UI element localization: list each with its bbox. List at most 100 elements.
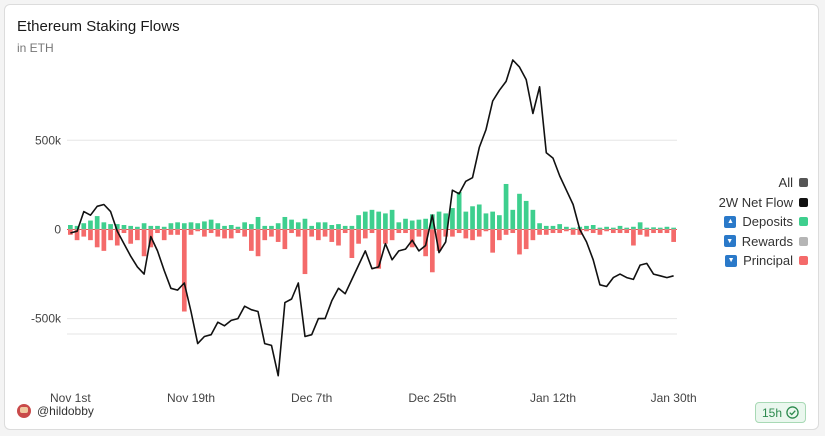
bar-rewards — [215, 228, 221, 230]
bar-principal — [577, 229, 583, 235]
bar-rewards — [637, 228, 643, 230]
bar-rewards — [208, 228, 214, 230]
bar-deposits — [269, 225, 274, 230]
bar-deposits — [309, 225, 315, 230]
legend-item-principal[interactable]: ▼ Principal — [719, 251, 808, 271]
bar-rewards — [517, 228, 522, 230]
bar-rewards — [383, 228, 388, 230]
x-tick-label: Jan 12th — [530, 391, 576, 405]
bar-deposits — [255, 216, 261, 230]
bar-rewards — [188, 228, 194, 230]
bar-deposits — [135, 226, 140, 230]
bar-rewards — [470, 228, 475, 230]
bar-principal — [416, 229, 422, 237]
bar-principal — [557, 229, 563, 234]
bar-deposits — [228, 225, 234, 230]
bar-rewards — [101, 228, 107, 230]
bar-principal — [269, 229, 274, 237]
bar-deposits — [543, 225, 549, 230]
bar-principal — [235, 229, 241, 234]
bar-principal — [564, 229, 569, 232]
bar-rewards — [329, 228, 335, 230]
chart-legend: All 2W Net Flow ▲ Deposits ▼ Rewards ▼ P… — [719, 173, 808, 271]
legend-item-deposits[interactable]: ▲ Deposits — [719, 212, 808, 232]
bar-deposits — [597, 227, 603, 230]
caret-up-icon[interactable]: ▲ — [724, 215, 737, 228]
bar-rewards — [168, 228, 174, 230]
bar-rewards — [222, 228, 227, 230]
bar-deposits — [128, 225, 134, 230]
bar-deposits — [248, 224, 254, 230]
bar-deposits — [322, 222, 328, 230]
bar-deposits — [336, 224, 341, 230]
bar-principal — [362, 229, 368, 239]
bar-principal — [450, 229, 455, 237]
bar-deposits — [550, 225, 556, 230]
bar-principal — [470, 229, 475, 241]
refresh-badge[interactable]: 15h — [754, 402, 806, 423]
bar-deposits — [637, 222, 643, 230]
author-link[interactable]: @hildobby — [17, 404, 94, 418]
bar-principal — [523, 229, 529, 250]
bar-principal — [81, 229, 87, 237]
bar-deposits — [657, 227, 663, 230]
bar-deposits — [242, 222, 247, 230]
x-tick-label: Nov 19th — [167, 391, 215, 405]
bar-rewards — [389, 228, 395, 230]
bar-rewards — [228, 228, 234, 230]
bar-deposits — [101, 222, 107, 230]
bar-rewards — [356, 228, 361, 230]
bar-rewards — [262, 228, 268, 230]
bar-deposits — [282, 216, 288, 230]
bar-deposits — [456, 192, 462, 230]
bar-rewards — [88, 228, 93, 230]
bar-deposits — [510, 209, 516, 230]
bar-principal — [376, 229, 382, 269]
bar-deposits — [530, 209, 536, 230]
bar-principal — [624, 229, 630, 234]
bar-principal — [644, 229, 650, 237]
caret-down-icon[interactable]: ▼ — [723, 235, 736, 248]
bar-rewards — [631, 228, 636, 230]
bar-rewards — [436, 228, 442, 230]
legend-swatch — [799, 236, 808, 246]
bar-principal — [114, 229, 120, 246]
bar-rewards — [570, 228, 576, 230]
bar-deposits — [463, 211, 469, 230]
bar-principal — [389, 229, 395, 241]
bar-deposits — [423, 218, 428, 230]
bar-rewards — [295, 228, 301, 230]
bar-principal — [161, 229, 167, 241]
bar-rewards — [81, 228, 87, 230]
legend-item-all[interactable]: All — [719, 173, 808, 193]
bar-deposits — [564, 226, 569, 230]
bar-rewards — [550, 228, 556, 230]
chart-canvas: 500k 0 -500k Nov 1st Nov 19th Dec 7th Dec 25th… — [31, 59, 697, 405]
x-tick-label: Nov 1st — [50, 391, 91, 405]
bar-principal — [610, 229, 616, 234]
legend-item-rewards[interactable]: ▼ Rewards — [719, 232, 808, 252]
bar-rewards — [349, 228, 355, 230]
chart-card: Ethereum Staking Flows in ETH 500k 0 -500k… — [4, 4, 819, 430]
bar-principal — [329, 229, 335, 242]
bar-rewards — [584, 228, 589, 230]
bar-deposits — [81, 223, 87, 230]
bar-deposits — [403, 218, 408, 230]
bar-principal — [483, 229, 489, 232]
bar-rewards — [443, 228, 449, 230]
bar-rewards — [597, 228, 603, 230]
bar-rewards — [269, 228, 274, 230]
bar-deposits — [376, 211, 382, 230]
bar-rewards — [202, 228, 207, 230]
bar-deposits — [181, 223, 187, 230]
bar-rewards — [275, 228, 281, 230]
bar-principal — [497, 229, 502, 241]
bar-principal — [590, 229, 596, 234]
bar-principal — [275, 229, 281, 242]
bar-principal — [309, 229, 315, 237]
caret-down-icon[interactable]: ▼ — [725, 254, 738, 267]
bar-rewards — [181, 228, 187, 230]
bar-principal — [168, 229, 174, 235]
legend-item-2w-net-flow[interactable]: 2W Net Flow — [719, 193, 808, 213]
bar-deposits — [651, 227, 656, 230]
